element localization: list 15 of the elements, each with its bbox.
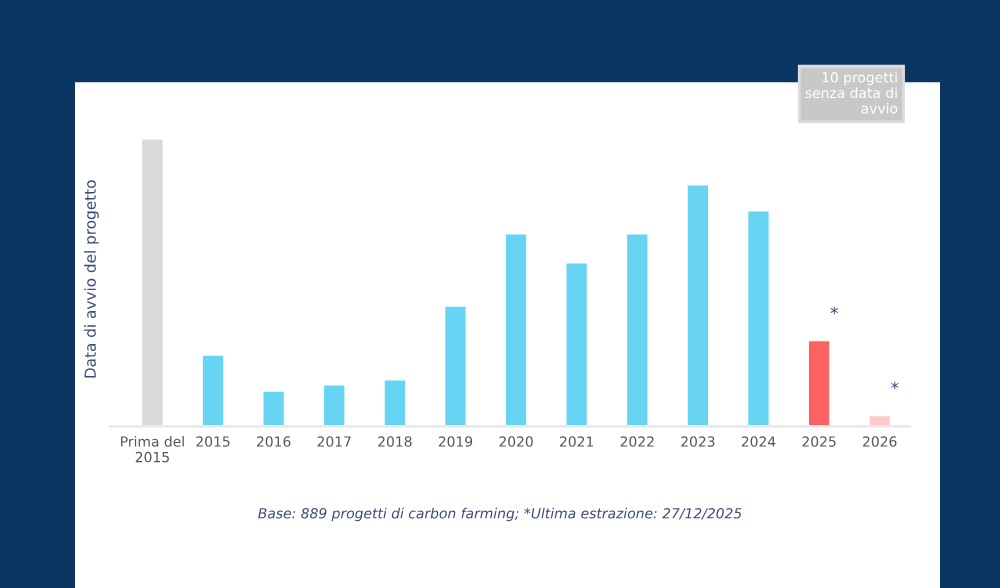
annotation: *	[891, 381, 899, 390]
bar	[381, 377, 408, 427]
bar	[866, 413, 893, 427]
bar	[200, 352, 226, 427]
bar	[260, 388, 287, 427]
bar	[745, 208, 772, 427]
bar	[624, 231, 651, 427]
bar	[321, 382, 348, 427]
bar	[503, 231, 529, 427]
bar	[806, 338, 832, 427]
bar	[563, 260, 590, 427]
annotation: *	[830, 306, 838, 315]
bar	[442, 303, 469, 427]
bar	[684, 182, 711, 427]
bar	[139, 136, 166, 427]
